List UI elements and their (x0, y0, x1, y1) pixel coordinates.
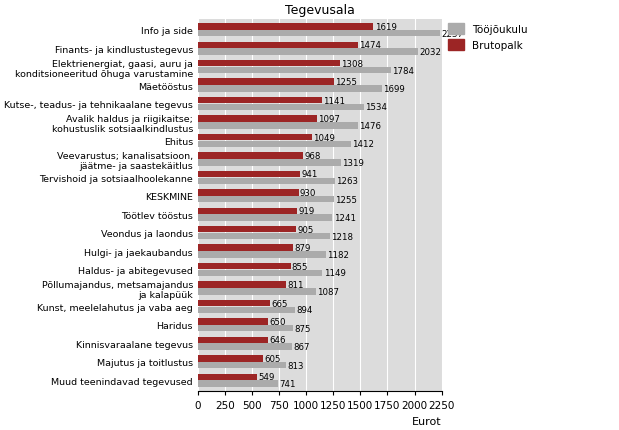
Text: 605: 605 (265, 354, 281, 363)
Bar (198, 233, 330, 240)
Text: 1263: 1263 (336, 177, 358, 186)
Bar (198, 104, 364, 111)
Bar (198, 31, 440, 37)
Text: 1412: 1412 (352, 140, 374, 149)
Title: Tegevusala: Tegevusala (285, 4, 355, 17)
Bar (198, 153, 303, 160)
Text: 1255: 1255 (335, 78, 357, 87)
Text: 1699: 1699 (383, 85, 405, 94)
Text: 650: 650 (270, 317, 286, 326)
Bar (198, 319, 268, 325)
Bar (198, 263, 290, 270)
Legend: Tööjõukulu, Brutopalk: Tööjõukulu, Brutopalk (444, 20, 532, 55)
Text: 1255: 1255 (335, 195, 357, 204)
Bar (198, 282, 286, 288)
Text: 2032: 2032 (419, 48, 441, 57)
Bar (198, 270, 322, 276)
Bar (198, 344, 292, 350)
Bar (198, 374, 258, 380)
Bar (198, 160, 341, 166)
Bar (198, 362, 286, 369)
Bar (198, 86, 382, 92)
Bar (198, 307, 295, 313)
Text: 879: 879 (295, 244, 311, 252)
Text: 741: 741 (279, 379, 296, 388)
Bar (198, 252, 326, 258)
Bar (198, 49, 418, 56)
Bar (198, 43, 358, 49)
Text: 905: 905 (297, 225, 314, 234)
Text: 1319: 1319 (342, 158, 364, 167)
Text: 1474: 1474 (359, 41, 381, 50)
X-axis label: Eurot: Eurot (412, 416, 441, 426)
Bar (198, 171, 300, 178)
Text: 1182: 1182 (327, 250, 349, 259)
Bar (198, 245, 293, 251)
Bar (198, 355, 264, 362)
Text: 811: 811 (287, 280, 303, 289)
Bar (198, 79, 334, 86)
Text: 941: 941 (301, 170, 318, 179)
Bar (198, 381, 278, 387)
Text: 1308: 1308 (341, 60, 363, 69)
Bar (198, 123, 358, 129)
Text: 1087: 1087 (317, 287, 339, 296)
Text: 1141: 1141 (323, 96, 345, 105)
Text: 894: 894 (296, 306, 313, 315)
Text: 813: 813 (287, 361, 304, 370)
Text: 919: 919 (299, 207, 315, 216)
Text: 1476: 1476 (359, 122, 381, 131)
Text: 549: 549 (259, 372, 275, 381)
Text: 1619: 1619 (374, 23, 396, 32)
Bar (198, 98, 321, 104)
Bar (198, 215, 332, 221)
Bar (198, 337, 268, 343)
Text: 1149: 1149 (324, 269, 345, 278)
Bar (198, 116, 317, 123)
Text: 1049: 1049 (313, 133, 335, 142)
Text: 1784: 1784 (392, 66, 415, 75)
Text: 646: 646 (269, 335, 286, 344)
Bar (198, 178, 335, 184)
Bar (198, 135, 311, 141)
Text: 855: 855 (292, 262, 308, 271)
Bar (198, 289, 316, 295)
Bar (198, 197, 334, 203)
Text: 1241: 1241 (334, 214, 356, 223)
Text: 1097: 1097 (318, 115, 340, 124)
Bar (198, 208, 298, 215)
Bar (198, 61, 340, 68)
Text: 2237: 2237 (441, 30, 464, 39)
Text: 1534: 1534 (365, 103, 387, 112)
Bar (198, 227, 296, 233)
Bar (198, 190, 298, 196)
Bar (198, 68, 391, 74)
Bar (198, 325, 293, 332)
Text: 1218: 1218 (331, 232, 353, 241)
Text: 665: 665 (271, 299, 288, 308)
Text: 867: 867 (293, 342, 310, 351)
Bar (198, 141, 351, 148)
Bar (198, 300, 270, 307)
Text: 968: 968 (304, 152, 321, 160)
Text: 930: 930 (300, 188, 316, 197)
Text: 875: 875 (294, 324, 311, 333)
Bar (198, 24, 373, 31)
